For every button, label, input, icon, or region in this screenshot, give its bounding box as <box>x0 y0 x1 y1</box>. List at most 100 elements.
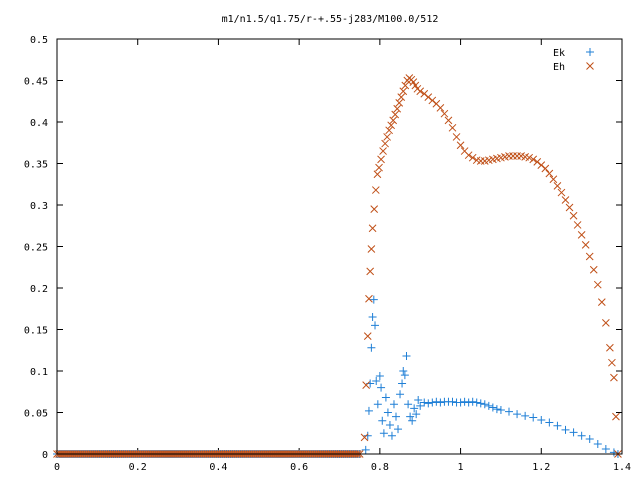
eh-point <box>362 381 370 389</box>
ek-point <box>513 410 522 419</box>
ek-point <box>436 398 445 407</box>
eh-point <box>541 164 550 173</box>
eh-point <box>373 170 382 179</box>
ek-point <box>593 440 602 449</box>
eh-point <box>565 203 574 212</box>
eh-point <box>416 87 425 96</box>
eh-point <box>612 412 620 421</box>
eh-point <box>440 109 449 118</box>
y-tick-label: 0.35 <box>24 160 48 171</box>
ek-point <box>460 397 469 406</box>
eh-point <box>370 205 379 214</box>
eh-point <box>368 224 377 233</box>
eh-point <box>606 343 614 352</box>
ek-point <box>368 313 377 322</box>
eh-point <box>387 121 396 130</box>
eh-point <box>367 245 376 253</box>
ek-point <box>456 398 465 407</box>
eh-point <box>585 252 594 261</box>
eh-point <box>371 186 380 194</box>
eh-point <box>549 175 558 184</box>
eh-point <box>379 147 387 155</box>
ek-point <box>577 431 586 440</box>
ek-point <box>387 431 396 440</box>
y-tick-label: 0.4 <box>30 118 48 129</box>
eh-point <box>608 358 616 367</box>
ek-point <box>414 396 423 405</box>
eh-point <box>557 188 566 197</box>
eh-point <box>610 373 618 382</box>
x-tick-label: 1.4 <box>613 462 631 473</box>
ek-point <box>420 398 429 407</box>
eh-point <box>533 157 542 166</box>
y-tick-label: 0.05 <box>24 409 48 420</box>
ek-point <box>381 393 390 402</box>
ek-point <box>396 390 405 399</box>
eh-point <box>468 153 477 162</box>
ek-point <box>529 413 538 422</box>
legend: Ek Eh <box>553 48 594 73</box>
legend-label-eh: Eh <box>553 62 565 73</box>
ek-point <box>383 408 392 417</box>
ek-point <box>545 418 554 427</box>
ek-point <box>476 399 485 408</box>
ek-point <box>432 397 441 406</box>
ek-point <box>364 406 373 415</box>
y-tick-label: 0.2 <box>30 284 48 295</box>
ek-point <box>408 416 417 425</box>
plot-frame <box>56 38 623 455</box>
ek-point <box>537 415 546 424</box>
legend-marker-eh <box>586 62 594 70</box>
y-tick-label: 0.3 <box>30 201 48 212</box>
eh-point <box>577 231 586 239</box>
ek-point <box>601 445 610 454</box>
eh-point <box>383 133 391 141</box>
ek-point <box>480 400 489 409</box>
eh-point <box>537 161 546 170</box>
eh-point <box>401 81 410 90</box>
eh-point <box>424 93 433 101</box>
ek-point <box>424 399 433 408</box>
x-tick-label: 0 <box>54 462 60 473</box>
ek-point <box>369 295 378 304</box>
eh-point <box>391 110 400 119</box>
legend-label-ek: Ek <box>553 48 565 59</box>
eh-point <box>529 155 538 164</box>
eh-point <box>545 169 554 178</box>
ek-point <box>484 401 493 410</box>
ek-point <box>375 371 384 380</box>
x-tick-label: 1.2 <box>532 462 550 473</box>
eh-point <box>593 280 602 289</box>
eh-point <box>360 433 369 442</box>
ek-point <box>569 428 578 437</box>
legend-marker-ek <box>586 48 594 56</box>
y-tick-label: 0 <box>42 450 48 461</box>
ek-point <box>488 403 497 412</box>
ek-point <box>400 371 409 380</box>
eh-point <box>436 104 445 112</box>
ek-point <box>464 398 473 407</box>
ek-point <box>404 400 413 409</box>
ek-point <box>385 420 394 429</box>
ek-point <box>412 410 421 419</box>
ek-point <box>553 421 562 430</box>
eh-point <box>525 153 534 162</box>
x-tick-label: 1 <box>458 462 464 473</box>
ek-point <box>389 400 398 409</box>
eh-point <box>602 319 610 327</box>
ek-point <box>448 397 457 406</box>
ek-point <box>561 425 570 434</box>
ek-point <box>505 407 513 416</box>
ek-point <box>372 376 381 385</box>
eh-point <box>456 141 465 150</box>
ek-point <box>392 412 400 421</box>
eh-point <box>397 93 406 101</box>
eh-point <box>365 294 373 303</box>
ek-point <box>416 401 425 410</box>
eh-point <box>395 99 404 107</box>
y-tick-label: 0.45 <box>24 77 48 88</box>
eh-point <box>561 196 570 204</box>
x-axis: 0 0.2 0.4 0.6 0.8 1 1.2 1.4 <box>54 39 631 473</box>
